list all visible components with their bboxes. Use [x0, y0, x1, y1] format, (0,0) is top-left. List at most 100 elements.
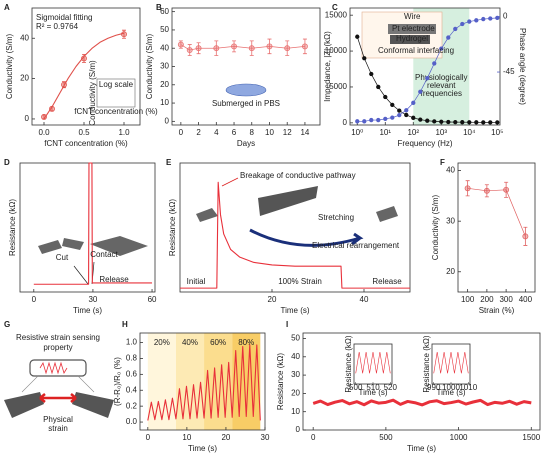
y-axis-label: Conductivity (S/m): [5, 33, 14, 99]
y-tick-label: 0: [25, 114, 30, 123]
sensor-wave: [39, 361, 68, 375]
y-tick-label: 10: [291, 407, 300, 416]
y-tick-label: 0: [343, 118, 348, 127]
inset-x-tick-label: 1000: [442, 383, 460, 392]
data-line: [467, 187, 526, 237]
data-line: [147, 344, 261, 421]
data-point: [284, 45, 291, 52]
x-tick-label: 1500: [522, 433, 540, 442]
data-point: [425, 76, 430, 81]
x-tick-label: 10⁰: [351, 128, 363, 137]
data-point: [369, 117, 374, 123]
inset-frame: [431, 343, 471, 385]
annotation: Log scale: [99, 80, 134, 89]
x-axis-label: Time (s): [73, 306, 102, 315]
data-point: [362, 56, 367, 61]
data-point: [418, 117, 423, 122]
annotation: Wire: [404, 12, 421, 21]
shade-label: frequencies: [421, 89, 462, 98]
x-axis-label: Time (s): [280, 306, 309, 315]
annotation: Cut: [56, 253, 69, 262]
data-point: [467, 19, 472, 24]
panel-letter: D: [4, 158, 10, 167]
y-tick-label: 40: [160, 43, 169, 52]
panel-letter: I: [286, 320, 288, 329]
data-point: [404, 112, 409, 118]
hydrogel-left: [4, 392, 44, 418]
annotation: Stretching: [318, 213, 354, 222]
data-point: [432, 61, 437, 66]
y-tick-label: 50: [160, 25, 169, 34]
x-tick-label: 0: [179, 128, 184, 137]
error-bar: [523, 226, 528, 246]
y-tick-label: 30: [160, 62, 169, 71]
pbs-sample: [225, 83, 267, 97]
data-point: [446, 119, 451, 125]
x-tick-label: 2: [196, 128, 201, 137]
y-tick-label: 20: [291, 389, 300, 398]
panel-letter: E: [166, 158, 172, 167]
data-point: [464, 185, 471, 192]
x-tick-label: 10²: [407, 128, 419, 137]
inset-line: [355, 351, 391, 374]
cut-arrow: [73, 261, 95, 285]
y-tick-label: 60: [160, 7, 169, 16]
x-axis-label: Frequency (Hz): [397, 139, 452, 148]
hydrogel-right: [72, 392, 114, 418]
data-line: [33, 162, 153, 285]
data-point: [488, 16, 493, 21]
x-tick-label: 10¹: [379, 128, 391, 137]
x-tick-label: 0: [32, 295, 37, 304]
shade-label: relevant: [427, 81, 456, 90]
x-tick-label: 6: [232, 128, 237, 137]
x-tick-label: 0.5: [78, 128, 90, 137]
annotation: Hydrogel: [396, 34, 428, 43]
data-line: [180, 181, 410, 289]
annotation: Submerged in PBS: [212, 99, 280, 108]
x-tick-label: 30: [88, 295, 97, 304]
y-tick-label: 0.6: [126, 369, 138, 378]
data-point: [495, 15, 500, 21]
y-tick-label: 10000: [325, 46, 348, 55]
plot-frame: [349, 7, 501, 126]
data-point: [467, 120, 472, 125]
region-label: 80%: [238, 338, 254, 347]
data-point: [483, 187, 490, 194]
data-point: [195, 45, 202, 52]
x-axis-label: Strain (%): [479, 306, 515, 315]
y-tick-label: 0: [296, 425, 301, 434]
y-tick-label: 10: [160, 98, 169, 107]
y-tick-label: 30: [291, 370, 300, 379]
diagram-label: strain: [48, 424, 68, 433]
x-tick-label: 10⁵: [491, 128, 503, 137]
x-tick-label: 0.0: [38, 128, 50, 137]
x-axis-label: Time (s): [188, 444, 217, 453]
data-point: [231, 43, 237, 50]
data-point: [425, 118, 430, 123]
inset-x-label: fCNT concentration (%): [74, 107, 158, 116]
inset-y-label: Resistance (kΩ): [422, 335, 431, 392]
annotation: Breakage of conductive pathway: [240, 171, 356, 180]
y-tick-label: 15000: [325, 10, 348, 19]
data-point: [362, 119, 367, 124]
data-point: [446, 35, 451, 40]
inset-x-tick-label: 990: [427, 383, 441, 392]
data-point: [453, 119, 458, 125]
x-tick-label: 10: [182, 433, 191, 442]
y2-axis-label: Phase angle (degree): [518, 28, 527, 105]
data-point: [369, 71, 374, 77]
plot-frame: [31, 7, 141, 126]
x-axis-label: Days: [237, 139, 255, 148]
x-tick-label: 30: [261, 433, 270, 442]
y-tick-label: 20: [160, 80, 169, 89]
panel-letter: F: [440, 158, 445, 167]
data-point: [503, 186, 510, 193]
data-point: [439, 46, 444, 51]
shade-label: Physiologically: [415, 73, 467, 82]
data-point: [481, 120, 486, 125]
x-tick-label: 200: [480, 295, 494, 304]
cut-piece-left: [38, 240, 62, 254]
inset-y-label: Conductivity (S/m): [88, 60, 97, 126]
error-bar: [504, 181, 509, 198]
